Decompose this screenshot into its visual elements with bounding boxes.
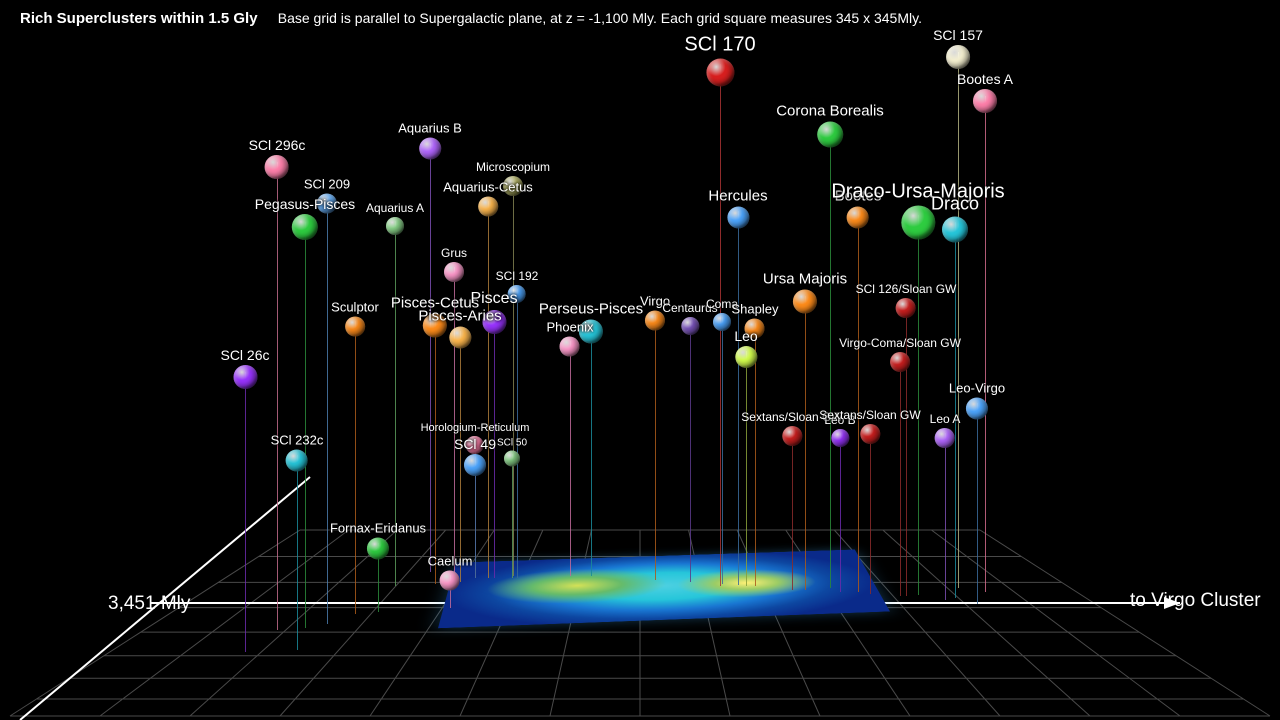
drop-line xyxy=(746,351,747,586)
drop-line xyxy=(430,143,431,572)
drop-line xyxy=(460,331,461,582)
node-label: Pegasus-Pisces xyxy=(255,196,355,212)
axis-right-label: to Virgo Cluster xyxy=(1130,590,1261,612)
node-label: Centaurus xyxy=(662,301,717,315)
node-label: Fornax-Eridanus xyxy=(330,521,426,536)
node-label: SCl 192 xyxy=(496,269,539,283)
drop-line xyxy=(958,52,959,588)
drop-line xyxy=(327,198,328,624)
drop-line xyxy=(378,543,379,612)
node-label: Aquarius-Cetus xyxy=(443,180,533,195)
drop-line xyxy=(906,303,907,596)
drop-line xyxy=(805,296,806,590)
node-label: Aquarius A xyxy=(366,201,424,215)
drop-line xyxy=(900,357,901,596)
node-label: Virgo xyxy=(640,294,670,309)
drop-line xyxy=(435,320,436,584)
node-label: Phoenix xyxy=(547,320,594,335)
node-label: Hercules xyxy=(708,188,767,205)
drop-line xyxy=(305,222,306,628)
node-label: Sculptor xyxy=(331,300,379,315)
drop-line xyxy=(792,431,793,590)
drop-line xyxy=(985,96,986,592)
drop-line xyxy=(720,64,721,586)
drop-line xyxy=(488,201,489,578)
node-label: SCl 126/Sloan GW xyxy=(856,282,957,296)
node-label: SCl 157 xyxy=(933,27,983,43)
node-label: SCl 26c xyxy=(220,347,269,363)
drop-line xyxy=(513,181,514,576)
drop-line xyxy=(517,289,518,578)
chart-scene: SCl 170 SCl 157 Bootes A Corona Borealis Aqu… xyxy=(0,0,1280,720)
node-label: Microscopium xyxy=(476,160,550,174)
drop-line xyxy=(830,129,831,588)
drop-line xyxy=(690,321,691,582)
node-label: SCl 209 xyxy=(304,177,350,192)
drop-line xyxy=(450,575,451,608)
drop-line xyxy=(512,454,513,578)
drop-line xyxy=(591,326,592,576)
node-label: Draco-Ursa-Majoris xyxy=(831,181,1004,204)
drop-line xyxy=(570,341,571,576)
drop-line xyxy=(858,211,859,592)
drop-line xyxy=(840,433,841,592)
node-label: SCl 170 xyxy=(684,34,755,57)
node-label: Grus xyxy=(441,246,467,260)
node-label: Aquarius B xyxy=(398,121,462,136)
drop-line xyxy=(955,222,956,598)
drop-line xyxy=(655,315,656,580)
node-label: Corona Borealis xyxy=(776,103,884,120)
node-label: Bootes A xyxy=(957,71,1013,87)
node-label: Bootes xyxy=(835,188,882,205)
axis-left-label: 3,451 Mly xyxy=(108,593,190,615)
node-label: Draco xyxy=(931,194,979,215)
drop-line xyxy=(945,433,946,600)
drop-line xyxy=(918,215,919,595)
drop-line xyxy=(494,316,495,578)
node-label: Sextans/Sloan GW xyxy=(741,410,842,424)
drop-line xyxy=(277,162,278,630)
drop-line xyxy=(297,455,298,650)
drop-line xyxy=(870,429,871,594)
node-label: SCl 296c xyxy=(249,137,306,153)
node-label: SCl 50 xyxy=(497,438,527,449)
node-label: Pisces-Cetus xyxy=(391,295,479,312)
drop-line xyxy=(454,267,455,578)
drop-line xyxy=(395,221,396,586)
drop-line xyxy=(755,323,756,586)
drop-line xyxy=(355,321,356,614)
drop-line xyxy=(977,403,978,604)
drop-line xyxy=(245,372,246,652)
node-label: Perseus-Pisces xyxy=(539,301,643,318)
node-label: Coma xyxy=(706,297,738,311)
density-heatmap xyxy=(438,550,890,629)
node-label: Ursa Majoris xyxy=(763,271,847,288)
node-label: SCl 232c xyxy=(271,433,324,448)
node-label: Pisces xyxy=(470,290,517,308)
drop-line xyxy=(738,211,739,585)
drop-line xyxy=(722,317,723,584)
drop-line xyxy=(475,459,476,578)
